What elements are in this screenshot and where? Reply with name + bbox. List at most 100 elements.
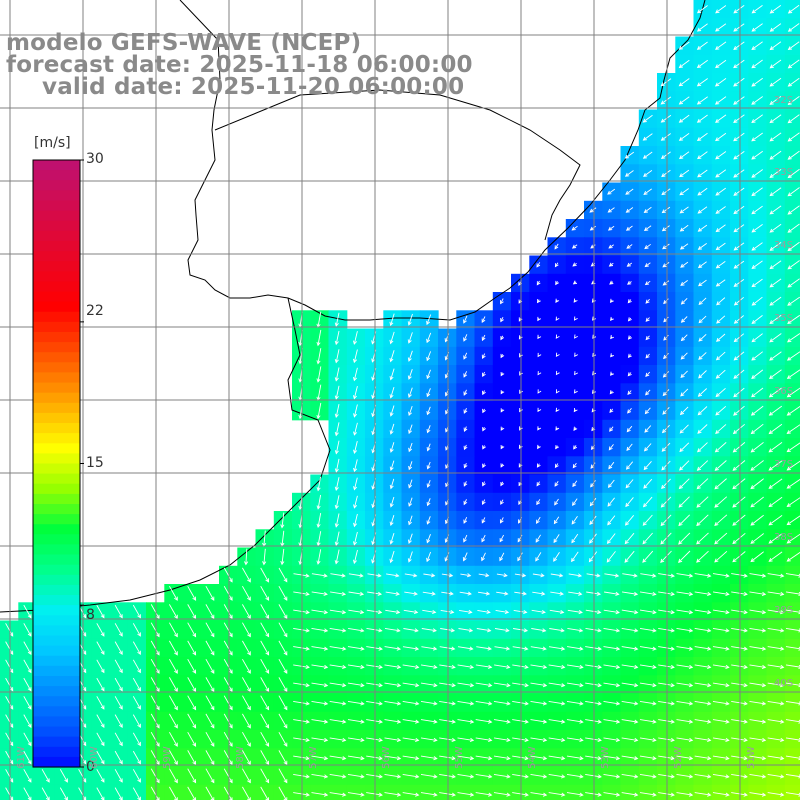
wind-arrow [316, 348, 322, 365]
wind-arrow [223, 567, 233, 583]
wind-arrow [334, 531, 340, 547]
field-cell [620, 383, 640, 403]
wind-arrow [660, 151, 671, 159]
field-cell [784, 492, 800, 512]
wind-arrow [334, 549, 340, 565]
wind-arrow [407, 387, 413, 398]
colorbar-segment [33, 665, 80, 677]
wind-arrow [678, 114, 690, 123]
field-cell [675, 182, 695, 202]
wind-arrow [514, 573, 527, 578]
field-cell [602, 529, 622, 549]
wind-arrow [169, 640, 178, 656]
wind-arrow [404, 591, 418, 596]
wind-arrow [407, 551, 413, 563]
wind-arrow [678, 532, 691, 545]
wind-arrow [609, 426, 614, 432]
wind-arrow [645, 389, 651, 396]
wind-arrow [150, 677, 160, 693]
wind-arrow [608, 244, 614, 249]
field-cell [492, 492, 512, 512]
field-cell [748, 54, 768, 74]
wind-arrow [441, 591, 454, 596]
field-cell [748, 18, 768, 38]
wind-arrow [787, 205, 800, 215]
wind-arrow [715, 242, 726, 251]
wind-arrow [749, 627, 767, 633]
wind-arrow [572, 498, 578, 506]
field-cell [784, 748, 800, 768]
wind-arrow [750, 514, 764, 526]
wind-arrow [624, 170, 634, 177]
wind-arrow [367, 591, 383, 596]
wind-arrow [242, 640, 251, 656]
field-cell [693, 419, 713, 439]
field-cell [784, 730, 800, 749]
wind-arrow [696, 23, 708, 32]
field-cell [638, 492, 658, 512]
field-cell [784, 237, 800, 257]
wind-arrow [536, 280, 541, 286]
wind-arrow [712, 664, 730, 670]
lon-label: 55W [453, 746, 465, 769]
field-cell [675, 292, 695, 311]
lat-label: 32S [774, 95, 794, 106]
wind-arrow [663, 334, 669, 341]
field-cell [620, 219, 640, 238]
wind-arrow [751, 296, 763, 306]
wind-arrow [439, 664, 456, 669]
wind-arrow [555, 334, 560, 339]
colorbar-segment [33, 240, 80, 252]
wind-arrow [697, 424, 708, 434]
wind-arrow [440, 609, 455, 615]
wind-arrow [680, 370, 688, 378]
wind-arrow [311, 664, 329, 670]
wind-arrow [402, 664, 420, 670]
colorbar-segment [33, 261, 80, 272]
wind-arrow [223, 695, 233, 711]
wind-arrow [751, 114, 763, 124]
field-cell [657, 292, 676, 311]
wind-arrow [426, 332, 432, 344]
wind-arrow [223, 585, 233, 601]
field-cell [784, 438, 800, 457]
wind-arrow [555, 280, 559, 286]
wind-arrow [626, 244, 633, 249]
field-cell [182, 784, 202, 800]
wind-arrow [749, 664, 767, 670]
field-cell [565, 456, 585, 476]
colorbar-segment [33, 402, 80, 414]
field-cell [784, 91, 800, 111]
field-cell [419, 492, 439, 512]
field-cell [365, 784, 384, 800]
wind-arrow [733, 387, 745, 398]
field-cell [784, 474, 800, 494]
wind-arrow [621, 591, 639, 596]
wind-arrow [553, 516, 560, 525]
wind-arrow [334, 495, 340, 510]
wind-arrow [697, 243, 707, 250]
field-cell [383, 383, 403, 403]
wind-arrow [329, 682, 347, 688]
wind-arrow [386, 573, 400, 578]
wind-arrow [627, 353, 632, 359]
wind-arrow [555, 298, 560, 303]
wind-arrow [732, 551, 746, 563]
field-cell [638, 474, 658, 494]
colorbar-segment [33, 423, 80, 434]
wind-arrow [475, 664, 493, 669]
wind-arrow [607, 515, 616, 526]
wind-arrow [604, 573, 620, 578]
wind-arrow [460, 573, 472, 578]
field-cell [419, 419, 439, 439]
wind-arrow [389, 350, 395, 363]
wind-arrow [260, 695, 270, 711]
wind-arrow [715, 206, 726, 214]
field-cell [675, 91, 695, 111]
field-cell [383, 511, 403, 530]
wind-arrow [223, 658, 233, 674]
field-cell [492, 529, 512, 549]
wind-arrow [96, 696, 105, 710]
field-cell [529, 273, 549, 293]
wind-arrow [645, 353, 650, 359]
